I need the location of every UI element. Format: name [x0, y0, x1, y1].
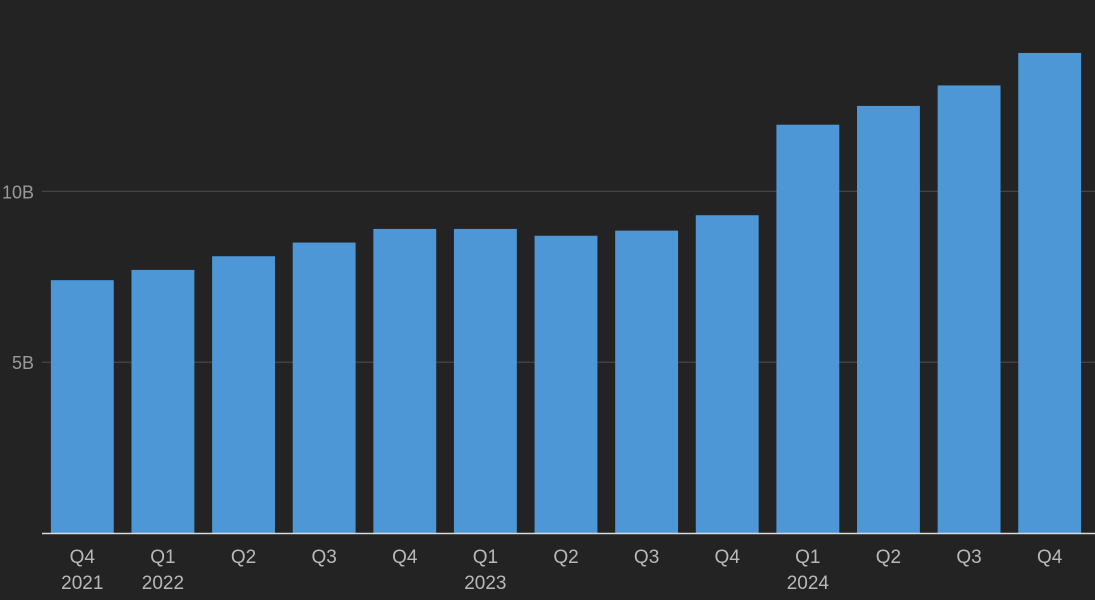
x-tick-label-year: 2021	[61, 573, 103, 594]
x-tick-label-quarter: Q1	[795, 547, 820, 568]
bar	[131, 269, 195, 533]
x-tick-label-quarter: Q2	[553, 547, 578, 568]
bar	[212, 256, 275, 533]
x-tick-label-quarter: Q2	[876, 547, 901, 568]
bar	[615, 230, 679, 533]
x-tick-label-quarter: Q2	[231, 547, 256, 568]
x-tick-label-quarter: Q3	[311, 547, 336, 568]
bar	[857, 105, 920, 534]
x-tick-label-quarter: Q4	[715, 547, 741, 568]
x-tick-label-quarter: Q3	[956, 547, 981, 568]
bar	[50, 280, 114, 533]
x-tick-labels: Q4 2021 Q1 2022 Q2 Q3 Q4 Q1 2023 Q2 Q3 Q4 Q1 2024 Q2 Q3…	[61, 547, 1063, 594]
x-tick-label-quarter: Q4	[70, 547, 96, 568]
bars	[50, 52, 1082, 534]
x-tick-label-year: 2023	[464, 573, 506, 594]
x-tick-label-year: 2022	[142, 573, 184, 594]
bar	[373, 228, 437, 533]
y-tick-labels: 5B 10B	[2, 182, 34, 373]
x-tick-label-quarter: Q4	[392, 547, 418, 568]
x-tick-label-quarter: Q1	[150, 547, 175, 568]
bar	[695, 215, 759, 533]
x-tick-label-quarter: Q3	[634, 547, 659, 568]
bar	[1018, 52, 1082, 533]
bar	[534, 235, 598, 533]
x-tick-label-quarter: Q4	[1037, 547, 1063, 568]
bar	[292, 242, 356, 534]
bar	[937, 85, 1001, 534]
y-tick-label: 10B	[2, 182, 34, 202]
bar	[453, 228, 517, 533]
x-tick-label-year: 2024	[787, 573, 830, 594]
bar	[776, 124, 840, 533]
x-tick-label-quarter: Q1	[473, 547, 498, 568]
y-tick-label: 5B	[12, 353, 34, 373]
